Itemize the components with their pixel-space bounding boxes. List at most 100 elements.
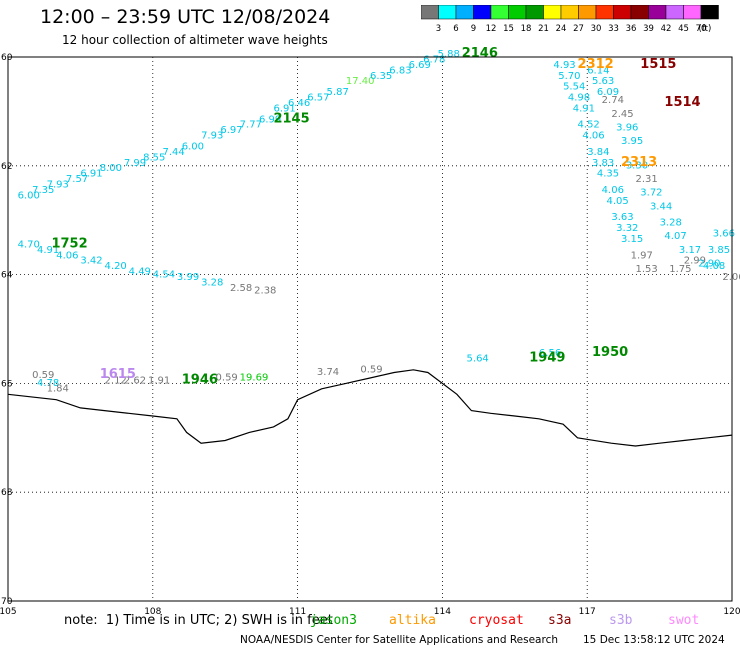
wave-height-label: 4.91 — [573, 103, 595, 114]
color-swatch — [665, 5, 684, 20]
axis-tick-labels: 105 108 111 114 117 120 60 62 64 66 68 70 — [0, 53, 740, 617]
satellite-s3a: s3a — [548, 613, 572, 628]
wave-height-label: 3.15 — [621, 234, 643, 245]
wave-height-label: 3.42 — [80, 256, 102, 267]
wave-height-label: 2.31 — [635, 174, 657, 185]
wave-height-label: 1.91 — [148, 375, 170, 386]
satellite-cryosat: cryosat — [469, 613, 524, 628]
wave-height-label: 0.59 — [32, 370, 54, 381]
color-label: 33 — [608, 24, 619, 34]
wave-height-label: 6.00 — [18, 190, 40, 201]
color-swatch — [700, 5, 719, 20]
wave-height-label: 2.58 — [230, 283, 252, 294]
wave-height-label: 4.78 — [37, 378, 59, 389]
y-tick-label: 66 — [1, 379, 13, 389]
wave-height-label: 3.85 — [708, 245, 730, 256]
wave-height-label: 2.74 — [602, 95, 624, 106]
color-swatch — [473, 5, 492, 20]
wave-height-label: 2.38 — [254, 286, 276, 297]
color-legend: 3 6 9 12 15 18 21 24 27 30 33 36 39 42 45 70(ft) — [421, 5, 719, 34]
wave-height-label: 3.66 — [713, 229, 735, 240]
wave-height-label: 1.53 — [635, 264, 657, 275]
wave-height-label: 5.87 — [327, 87, 349, 98]
wave-height-label: 4.06 — [56, 250, 78, 261]
wave-height-label: 17.40 — [346, 76, 375, 87]
wave-height-label: 2.99 — [684, 256, 706, 267]
wave-height-label: 5.88 — [438, 49, 460, 60]
color-label: 42 — [661, 24, 672, 34]
color-label: 6 — [453, 24, 458, 34]
color-swatch — [455, 5, 474, 20]
wave-height-label: 6.09 — [597, 87, 619, 98]
pass-time-label: 1515 — [640, 57, 676, 72]
x-tick-label: 108 — [144, 607, 161, 617]
track-pass-3: 4.935.705.544.984.914.524.063.843.834.35… — [553, 60, 657, 275]
wave-height-label: 6.56 — [539, 348, 561, 359]
wave-height-label: 19.69 — [240, 373, 269, 384]
generated-timestamp: 15 Dec 13:58:12 UTC 2024 — [583, 634, 725, 646]
map-subtitle: 12 hour collection of altimeter wave hei… — [62, 33, 328, 47]
track-jason-pass-1: 6.007.357.937.576.918.00 7.998.557.446.00… — [18, 49, 460, 201]
x-tick-label: 105 — [0, 607, 17, 617]
wave-height-label: 3.96 — [616, 122, 638, 133]
wave-height-label: 7.57 — [66, 174, 88, 185]
color-swatch — [543, 5, 562, 20]
wave-height-label: 6.69 — [409, 60, 431, 71]
x-tick-label: 111 — [289, 607, 306, 617]
wave-height-label: 5.63 — [592, 76, 614, 87]
wave-height-label: 3.99 — [177, 272, 199, 283]
color-label: 12 — [486, 24, 497, 34]
color-label: 70 — [696, 24, 707, 34]
wave-height-label: 0.59 — [216, 373, 238, 384]
pass-time-label: 1949 — [529, 351, 565, 366]
wave-height-label: 1.75 — [669, 264, 691, 275]
color-swatch — [560, 5, 579, 20]
wave-height-label: 4.06 — [582, 131, 604, 142]
wave-height-label: 7.35 — [32, 185, 54, 196]
map-frame — [7, 56, 733, 602]
coastline — [7, 369, 733, 447]
satellite-altika: altika — [389, 613, 436, 628]
wave-height-label: 6.83 — [389, 65, 411, 76]
color-swatch — [630, 5, 649, 20]
wave-height-label: 3.17 — [679, 245, 701, 256]
wave-height-label: 5.70 — [558, 71, 580, 82]
wave-height-label: 6.35 — [370, 71, 392, 82]
wave-height-label: 6.00 — [182, 141, 204, 152]
wave-height-label: 4.93 — [553, 60, 575, 71]
wave-height-label: 4.91 — [37, 245, 59, 256]
x-tick-label: 114 — [434, 607, 451, 617]
satellite-jason3: jason3 — [310, 613, 357, 628]
satellite-swot: swot — [668, 613, 700, 628]
wave-height-label: 6.78 — [423, 54, 445, 65]
color-label: 18 — [521, 24, 532, 34]
wave-height-label: 8.55 — [143, 152, 165, 163]
pass-time-label: 1950 — [592, 345, 628, 360]
wave-height-label: 6.91 — [273, 103, 295, 114]
wave-height-label: 6.99 — [259, 114, 281, 125]
track-pass-4: 6.145.636.092.74 2.45 3.96 3.95 3.30 2.31 3.72… — [587, 65, 706, 275]
wave-height-label: 5.64 — [467, 354, 489, 365]
color-swatch — [421, 5, 439, 20]
wave-height-label: 6.46 — [288, 98, 310, 109]
color-swatch — [578, 5, 597, 20]
color-label: 36 — [626, 24, 637, 34]
wave-height-label: 4.08 — [703, 261, 725, 272]
wave-height-label: 4.06 — [602, 185, 624, 196]
color-swatch — [595, 5, 614, 20]
track-jason-pass-2: 4.704.914.06 3.42 4.20 4.49 4.54 3.99 3.28 2.58… — [18, 239, 277, 296]
color-label: 39 — [643, 24, 654, 34]
wave-height-label: 3.74 — [317, 367, 339, 378]
track-pass-6: 0.594.781.842.122.62 1.91 0.59 19.69 3.74 0.5… — [32, 365, 382, 395]
wave-height-label: 4.20 — [105, 261, 127, 272]
wave-height-label: 3.72 — [640, 188, 662, 199]
wave-height-label: 4.52 — [578, 120, 600, 131]
wave-height-label: 2.12 — [105, 375, 127, 386]
color-swatch — [683, 5, 702, 20]
wave-height-tracks: 6.007.357.937.576.918.00 7.998.557.446.00… — [18, 49, 740, 395]
wave-height-label: 4.70 — [18, 239, 40, 250]
wave-height-label: 7.44 — [162, 147, 184, 158]
wave-height-label: 6.91 — [80, 169, 102, 180]
color-swatch — [525, 5, 544, 20]
